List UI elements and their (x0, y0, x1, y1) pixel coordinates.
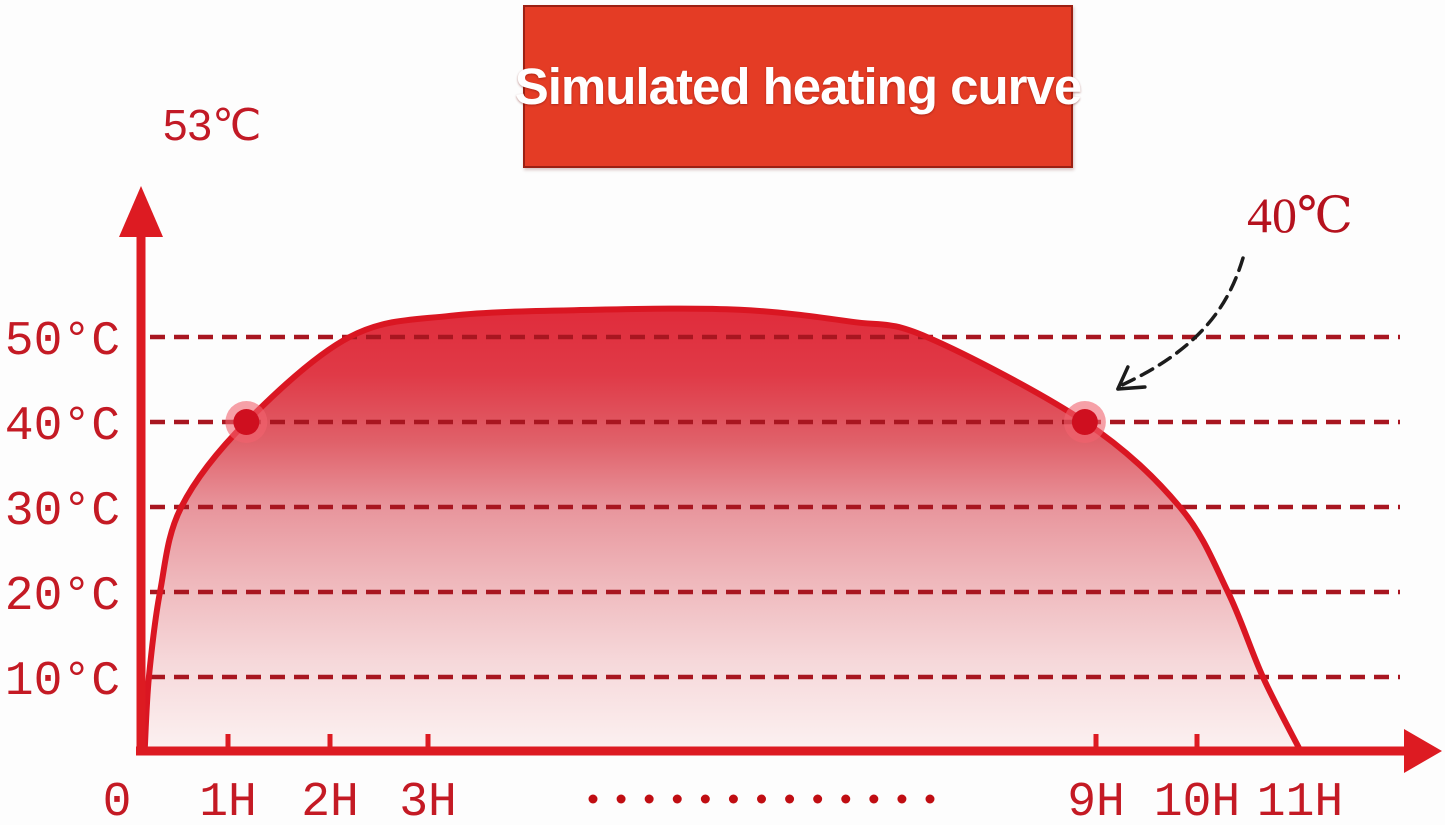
gridlines (150, 334, 1400, 680)
heating-curve-line (141, 305, 1303, 753)
y-tick-label: 40°C (5, 400, 120, 454)
heating-curve-area (144, 308, 1301, 750)
ellipsis-dot (813, 794, 823, 804)
y-tick-labels: 50°C 40°C 30°C 20°C 10°C (5, 315, 120, 709)
y-tick-label: 30°C (5, 485, 120, 539)
y-tick-label: 10°C (5, 655, 120, 709)
ellipsis-dot (925, 794, 935, 804)
curve-markers (225, 401, 1106, 443)
ellipsis-dot (616, 794, 626, 804)
marker-dot (233, 409, 260, 435)
ellipsis-dot (897, 794, 907, 804)
y-tick-label: 20°C (5, 570, 120, 624)
x-tick-label: 3H (399, 776, 457, 825)
x-axis-ellipsis-dots (588, 794, 935, 804)
ellipsis-dot (700, 794, 710, 804)
marker-dot (1071, 409, 1098, 435)
x-tick-label: 11H (1257, 776, 1343, 825)
ellipsis-dot (869, 794, 879, 804)
annotation-arrow-icon (1118, 256, 1245, 388)
peak-temperature-label: 53℃ (163, 101, 261, 150)
ellipsis-dot (757, 794, 766, 804)
axes (119, 186, 1442, 773)
ellipsis-dot (588, 794, 598, 804)
x-tick-label: 2H (301, 776, 359, 825)
x-tick-label: 1H (199, 776, 257, 825)
annotation-arrowhead-icon (1116, 365, 1147, 391)
ellipsis-dot (841, 794, 851, 804)
y-axis-arrowhead-icon (119, 186, 163, 237)
x-tick-label: 10H (1154, 776, 1240, 825)
title-banner: Simulated heating curve (515, 5, 1082, 168)
ellipsis-dot (672, 794, 682, 804)
x-tick-labels: 0 1H 2H 3H 9H 10H 11H (103, 776, 1344, 825)
ellipsis-dot (644, 794, 654, 804)
annotation-label: 40℃ (1247, 187, 1353, 243)
x-tick-label: 0 (103, 776, 132, 825)
x-axis-arrowhead-icon (1404, 729, 1442, 773)
annotation-40c: 40℃ (1116, 187, 1353, 391)
x-tick-label: 9H (1067, 776, 1125, 825)
ellipsis-dot (785, 794, 795, 804)
ellipsis-dot (728, 794, 738, 804)
chart-title: Simulated heating curve (514, 58, 1082, 115)
y-tick-label: 50°C (5, 315, 120, 369)
